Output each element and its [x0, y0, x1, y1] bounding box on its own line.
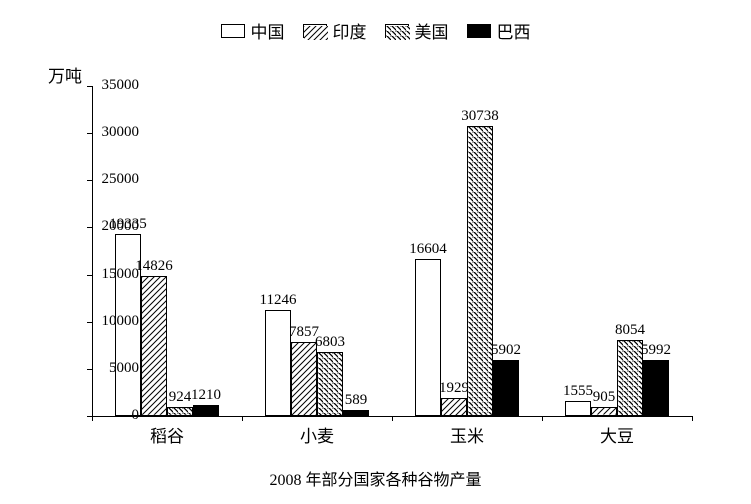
ytick-label: 25000: [79, 171, 139, 188]
value-label: 30738: [461, 108, 499, 125]
ytick-label: 15000: [79, 266, 139, 283]
legend-item: 美国: [385, 18, 449, 43]
value-label: 14826: [135, 258, 173, 275]
value-label: 1555: [563, 383, 593, 400]
bar: [291, 342, 317, 416]
value-label: 8054: [615, 322, 645, 339]
legend-item: 中国: [221, 18, 285, 43]
bar: [591, 407, 617, 416]
legend-swatch: [385, 24, 409, 38]
ytick-label: 0: [79, 407, 139, 424]
value-label: 16604: [409, 241, 447, 258]
y-axis-label: 万吨: [48, 62, 82, 87]
legend: 中国 印度 美国 巴西: [0, 0, 751, 43]
ytick-label: 30000: [79, 124, 139, 141]
category-label: 玉米: [450, 422, 484, 447]
value-label: 1210: [191, 387, 221, 404]
bar: [415, 259, 441, 416]
value-label: 6803: [315, 334, 345, 351]
bar: [467, 126, 493, 416]
bar: [265, 310, 291, 416]
ytick-label: 5000: [79, 360, 139, 377]
legend-label: 巴西: [497, 18, 531, 43]
value-label: 11246: [260, 292, 297, 309]
value-label: 589: [345, 392, 368, 409]
bar: [441, 398, 467, 416]
bar: [643, 360, 669, 416]
value-label: 1929: [439, 380, 469, 397]
bar: [493, 360, 519, 416]
category-label: 小麦: [300, 422, 334, 447]
bar: [317, 352, 343, 416]
legend-swatch: [467, 24, 491, 38]
ytick-label: 35000: [79, 77, 139, 94]
plot-area: 稻谷19335148269241210小麦1124678576803589玉米1…: [92, 86, 692, 416]
legend-item: 印度: [303, 18, 367, 43]
value-label: 5992: [641, 342, 671, 359]
legend-label: 印度: [333, 18, 367, 43]
value-label: 905: [593, 389, 616, 406]
legend-label: 美国: [415, 18, 449, 43]
legend-item: 巴西: [467, 18, 531, 43]
chart-caption: 2008 年部分国家各种谷物产量: [0, 466, 751, 490]
legend-swatch: [221, 24, 245, 38]
category-label: 稻谷: [150, 422, 184, 447]
bar: [141, 276, 167, 416]
legend-label: 中国: [251, 18, 285, 43]
category-label: 大豆: [600, 422, 634, 447]
legend-swatch: [303, 24, 327, 38]
value-label: 924: [169, 389, 192, 406]
bar: [343, 410, 369, 416]
ytick-label: 10000: [79, 313, 139, 330]
value-label: 5902: [491, 342, 521, 359]
bar: [193, 405, 219, 416]
bar: [167, 407, 193, 416]
ytick-label: 20000: [79, 218, 139, 235]
bar: [617, 340, 643, 416]
bar: [565, 401, 591, 416]
